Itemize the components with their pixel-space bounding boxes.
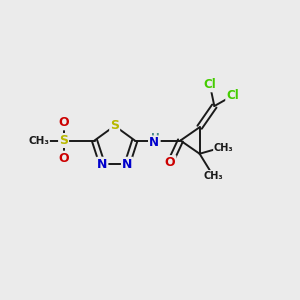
Text: S: S	[59, 134, 68, 147]
Text: Cl: Cl	[203, 78, 216, 92]
Text: N: N	[149, 136, 159, 149]
Text: Cl: Cl	[226, 89, 239, 102]
Text: N: N	[97, 158, 107, 171]
Text: O: O	[165, 156, 176, 169]
Text: CH₃: CH₃	[28, 136, 49, 146]
Text: O: O	[58, 116, 69, 129]
Text: CH₃: CH₃	[214, 143, 234, 153]
Text: CH₃: CH₃	[203, 171, 223, 181]
Text: S: S	[110, 119, 119, 132]
Text: H: H	[151, 133, 160, 142]
Text: O: O	[58, 152, 69, 165]
Text: N: N	[122, 158, 132, 171]
